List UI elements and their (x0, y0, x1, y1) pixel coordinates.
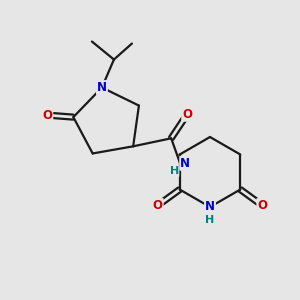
Text: O: O (153, 199, 163, 212)
Text: O: O (257, 199, 267, 212)
Text: N: N (205, 200, 215, 214)
Text: H: H (169, 166, 179, 176)
Text: O: O (42, 109, 52, 122)
Text: H: H (206, 215, 214, 225)
Text: O: O (182, 108, 192, 121)
Text: N: N (97, 81, 107, 94)
Text: N: N (180, 157, 190, 170)
